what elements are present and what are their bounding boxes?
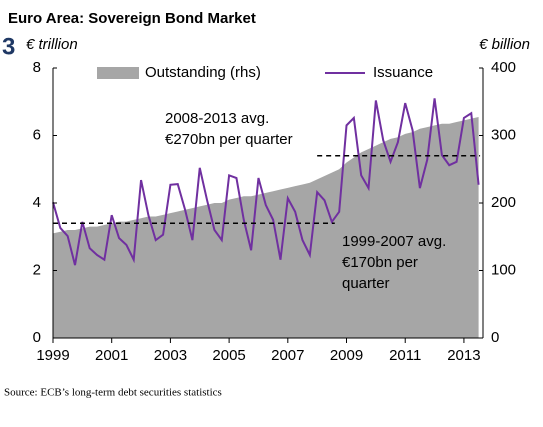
source-note: Source: ECB’s long-term debt securities … [4,387,222,399]
annotation-text: €170bn per [342,254,418,271]
legend-label: Issuance [373,64,433,81]
x-tick-label: 2003 [154,347,187,364]
y2-tick-label: 200 [491,194,516,211]
x-tick-label: 2009 [330,347,363,364]
y-tick-label: 0 [33,329,41,346]
x-tick-label: 2001 [95,347,128,364]
annotation-text: €270bn per quarter [165,131,293,148]
y-tick-label: 2 [33,261,41,278]
x-tick-label: 1999 [36,347,69,364]
annotation-text: 2008-2013 avg. [165,110,269,127]
y2-tick-label: 100 [491,261,516,278]
x-tick-label: 2007 [271,347,304,364]
figure-number: 3 [2,33,15,60]
x-tick-label: 2005 [212,347,245,364]
legend-label: Outstanding (rhs) [145,64,261,81]
x-tick-label: 2013 [447,347,480,364]
y-axis-label: € trillion [26,36,78,53]
legend-swatch [97,67,139,79]
y2-tick-label: 300 [491,126,516,143]
y-tick-label: 8 [33,59,41,76]
chart-title: Euro Area: Sovereign Bond Market [8,10,256,27]
x-tick-label: 2011 [389,347,421,364]
annotation-text: quarter [342,275,390,292]
y-tick-label: 4 [33,194,41,211]
outstanding-area [53,116,479,338]
y2-tick-label: 0 [491,329,499,346]
y2-tick-label: 400 [491,59,516,76]
y2-axis-label: € billion [479,36,530,53]
issuance-line [52,98,480,266]
y-tick-label: 6 [33,126,41,143]
annotation-text: 1999-2007 avg. [342,233,446,250]
